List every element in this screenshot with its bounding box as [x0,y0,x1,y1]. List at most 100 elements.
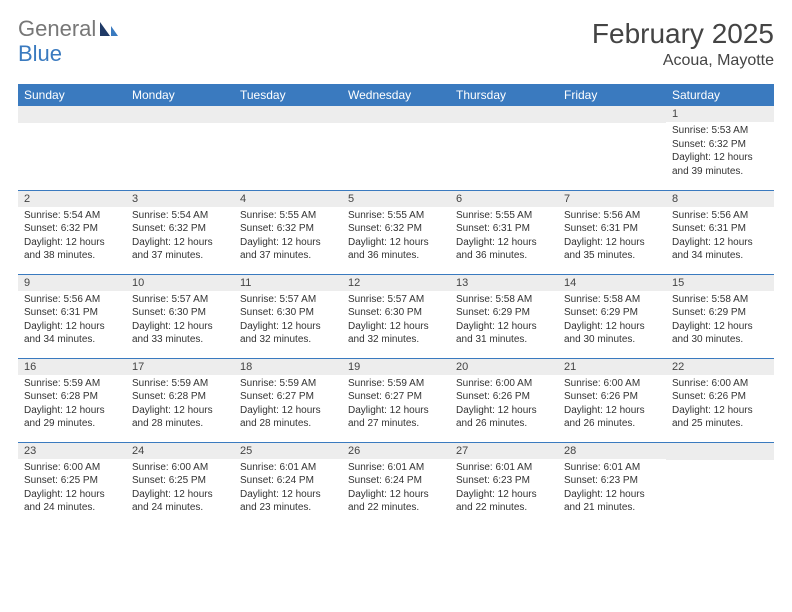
logo-text-block: General Blue [18,18,120,66]
day-content: Sunrise: 5:58 AMSunset: 6:29 PMDaylight:… [666,291,774,351]
day-content: Sunrise: 6:01 AMSunset: 6:23 PMDaylight:… [450,459,558,519]
weekday-header: Monday [126,84,234,106]
calendar-week-row: 9Sunrise: 5:56 AMSunset: 6:31 PMDaylight… [18,274,774,358]
logo-general: General [18,16,96,41]
weekday-header: Wednesday [342,84,450,106]
day-number: 11 [234,275,342,291]
day-number: 14 [558,275,666,291]
calendar-day-cell: 19Sunrise: 5:59 AMSunset: 6:27 PMDayligh… [342,358,450,442]
calendar-day-cell: 7Sunrise: 5:56 AMSunset: 6:31 PMDaylight… [558,190,666,274]
day-number: 8 [666,191,774,207]
day-number: 6 [450,191,558,207]
weekday-header: Thursday [450,84,558,106]
calendar-empty-cell [342,106,450,190]
calendar-empty-cell [666,442,774,526]
day-content: Sunrise: 6:01 AMSunset: 6:23 PMDaylight:… [558,459,666,519]
day-number: 27 [450,443,558,459]
calendar-week-row: 23Sunrise: 6:00 AMSunset: 6:25 PMDayligh… [18,442,774,526]
calendar-day-cell: 5Sunrise: 5:55 AMSunset: 6:32 PMDaylight… [342,190,450,274]
month-title: February 2025 [592,18,774,50]
calendar-week-row: 1Sunrise: 5:53 AMSunset: 6:32 PMDaylight… [18,106,774,190]
weekday-header: Saturday [666,84,774,106]
weekday-header: Tuesday [234,84,342,106]
calendar-day-cell: 12Sunrise: 5:57 AMSunset: 6:30 PMDayligh… [342,274,450,358]
day-number: 4 [234,191,342,207]
calendar-day-cell: 11Sunrise: 5:57 AMSunset: 6:30 PMDayligh… [234,274,342,358]
day-number [126,106,234,123]
day-content: Sunrise: 5:59 AMSunset: 6:28 PMDaylight:… [126,375,234,435]
day-number: 10 [126,275,234,291]
day-content: Sunrise: 6:00 AMSunset: 6:26 PMDaylight:… [666,375,774,435]
day-number: 21 [558,359,666,375]
day-number: 3 [126,191,234,207]
calendar-day-cell: 28Sunrise: 6:01 AMSunset: 6:23 PMDayligh… [558,442,666,526]
calendar-day-cell: 27Sunrise: 6:01 AMSunset: 6:23 PMDayligh… [450,442,558,526]
day-content: Sunrise: 6:00 AMSunset: 6:26 PMDaylight:… [450,375,558,435]
logo: General Blue [18,18,120,66]
calendar-empty-cell [558,106,666,190]
day-content: Sunrise: 6:00 AMSunset: 6:26 PMDaylight:… [558,375,666,435]
day-number: 18 [234,359,342,375]
calendar-empty-cell [450,106,558,190]
calendar-day-cell: 13Sunrise: 5:58 AMSunset: 6:29 PMDayligh… [450,274,558,358]
day-number [342,106,450,123]
day-content: Sunrise: 5:55 AMSunset: 6:32 PMDaylight:… [234,207,342,267]
calendar-day-cell: 9Sunrise: 5:56 AMSunset: 6:31 PMDaylight… [18,274,126,358]
calendar-day-cell: 18Sunrise: 5:59 AMSunset: 6:27 PMDayligh… [234,358,342,442]
calendar-day-cell: 15Sunrise: 5:58 AMSunset: 6:29 PMDayligh… [666,274,774,358]
calendar-day-cell: 26Sunrise: 6:01 AMSunset: 6:24 PMDayligh… [342,442,450,526]
calendar-day-cell: 17Sunrise: 5:59 AMSunset: 6:28 PMDayligh… [126,358,234,442]
day-number: 19 [342,359,450,375]
weekday-header: Sunday [18,84,126,106]
day-number: 26 [342,443,450,459]
weekday-header: Friday [558,84,666,106]
calendar-day-cell: 2Sunrise: 5:54 AMSunset: 6:32 PMDaylight… [18,190,126,274]
calendar-day-cell: 21Sunrise: 6:00 AMSunset: 6:26 PMDayligh… [558,358,666,442]
calendar-day-cell: 10Sunrise: 5:57 AMSunset: 6:30 PMDayligh… [126,274,234,358]
day-number: 9 [18,275,126,291]
day-number: 15 [666,275,774,291]
calendar-day-cell: 24Sunrise: 6:00 AMSunset: 6:25 PMDayligh… [126,442,234,526]
calendar-day-cell: 4Sunrise: 5:55 AMSunset: 6:32 PMDaylight… [234,190,342,274]
day-number: 20 [450,359,558,375]
day-content: Sunrise: 6:01 AMSunset: 6:24 PMDaylight:… [234,459,342,519]
day-content: Sunrise: 5:58 AMSunset: 6:29 PMDaylight:… [558,291,666,351]
calendar-week-row: 16Sunrise: 5:59 AMSunset: 6:28 PMDayligh… [18,358,774,442]
calendar-empty-cell [234,106,342,190]
calendar-day-cell: 16Sunrise: 5:59 AMSunset: 6:28 PMDayligh… [18,358,126,442]
calendar-body: 1Sunrise: 5:53 AMSunset: 6:32 PMDaylight… [18,106,774,526]
calendar-day-cell: 8Sunrise: 5:56 AMSunset: 6:31 PMDaylight… [666,190,774,274]
day-content: Sunrise: 5:59 AMSunset: 6:28 PMDaylight:… [18,375,126,435]
day-number: 12 [342,275,450,291]
weekday-row: SundayMondayTuesdayWednesdayThursdayFrid… [18,84,774,106]
day-number: 22 [666,359,774,375]
calendar-day-cell: 3Sunrise: 5:54 AMSunset: 6:32 PMDaylight… [126,190,234,274]
day-content: Sunrise: 5:53 AMSunset: 6:32 PMDaylight:… [666,122,774,182]
calendar-day-cell: 20Sunrise: 6:00 AMSunset: 6:26 PMDayligh… [450,358,558,442]
day-content: Sunrise: 5:56 AMSunset: 6:31 PMDaylight:… [18,291,126,351]
calendar-day-cell: 1Sunrise: 5:53 AMSunset: 6:32 PMDaylight… [666,106,774,190]
location: Acoua, Mayotte [592,52,774,70]
day-content: Sunrise: 6:01 AMSunset: 6:24 PMDaylight:… [342,459,450,519]
day-content: Sunrise: 6:00 AMSunset: 6:25 PMDaylight:… [126,459,234,519]
day-number [558,106,666,123]
day-content: Sunrise: 5:55 AMSunset: 6:31 PMDaylight:… [450,207,558,267]
day-content: Sunrise: 5:54 AMSunset: 6:32 PMDaylight:… [18,207,126,267]
calendar-day-cell: 6Sunrise: 5:55 AMSunset: 6:31 PMDaylight… [450,190,558,274]
logo-blue: Blue [18,41,62,66]
calendar-day-cell: 23Sunrise: 6:00 AMSunset: 6:25 PMDayligh… [18,442,126,526]
day-content: Sunrise: 5:59 AMSunset: 6:27 PMDaylight:… [342,375,450,435]
calendar-head: SundayMondayTuesdayWednesdayThursdayFrid… [18,84,774,106]
day-number: 24 [126,443,234,459]
calendar-day-cell: 25Sunrise: 6:01 AMSunset: 6:24 PMDayligh… [234,442,342,526]
day-number: 2 [18,191,126,207]
calendar-day-cell: 22Sunrise: 6:00 AMSunset: 6:26 PMDayligh… [666,358,774,442]
day-number: 1 [666,106,774,122]
day-number: 23 [18,443,126,459]
day-number: 17 [126,359,234,375]
day-content: Sunrise: 5:56 AMSunset: 6:31 PMDaylight:… [558,207,666,267]
day-content: Sunrise: 5:59 AMSunset: 6:27 PMDaylight:… [234,375,342,435]
day-content: Sunrise: 5:57 AMSunset: 6:30 PMDaylight:… [126,291,234,351]
day-number: 28 [558,443,666,459]
day-content: Sunrise: 5:57 AMSunset: 6:30 PMDaylight:… [342,291,450,351]
